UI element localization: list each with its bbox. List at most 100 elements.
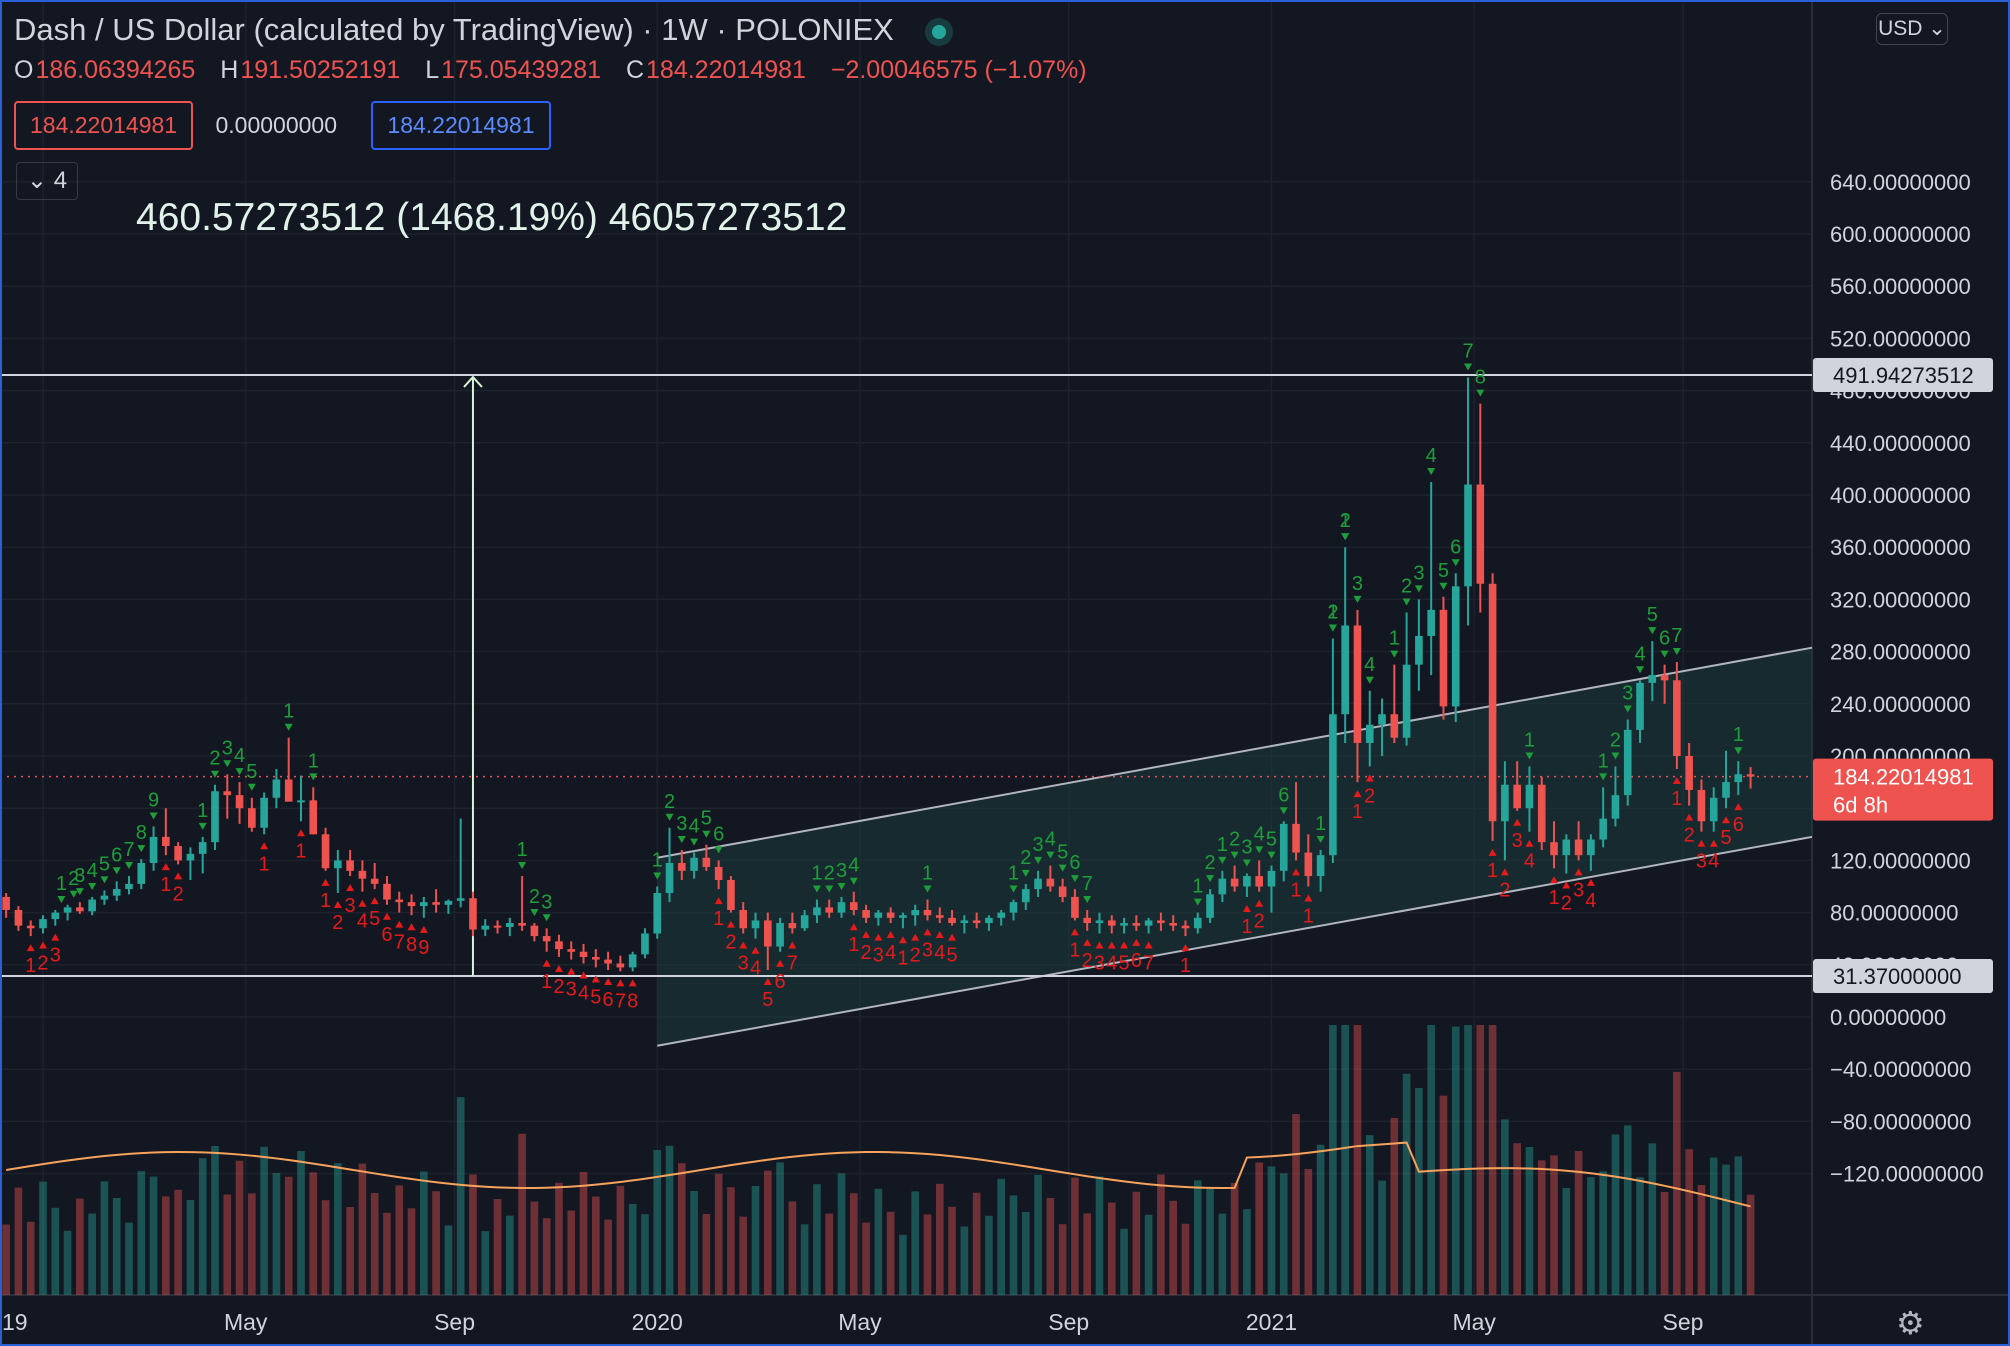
candle-body (1107, 920, 1116, 926)
td-down-label: 2 (861, 942, 872, 964)
td-up-arrow (1365, 676, 1374, 684)
price-axis-label: 440.00000000 (1830, 431, 1971, 456)
td-down-label: 2 (1684, 825, 1695, 847)
candle-body (174, 846, 182, 861)
candle-body (1537, 784, 1546, 843)
candle-body (432, 902, 440, 905)
td-up-label: 3 (1622, 682, 1633, 704)
price-axis-marker (1813, 758, 1993, 821)
td-down-label: 3 (1696, 851, 1707, 873)
td-up-label: 6 (1278, 784, 1289, 806)
td-up-arrow (1255, 846, 1264, 854)
volume-bar (395, 1185, 404, 1295)
measure-arrowhead (463, 375, 483, 388)
sell-button[interactable]: 184.22014981 (14, 101, 194, 150)
td-down-arrow (1722, 816, 1731, 824)
td-up-label: 1 (1733, 724, 1744, 746)
volume-bar (899, 1234, 907, 1295)
volume-bar (1636, 1177, 1644, 1295)
volume-bar (493, 1199, 502, 1295)
td-down-arrow (1120, 941, 1129, 949)
volume-bar (1390, 1118, 1399, 1295)
td-up-label: 2 (1610, 729, 1621, 751)
candle-body (677, 863, 686, 871)
time-axis-label: May (838, 1309, 882, 1335)
td-down-arrow (1070, 928, 1079, 936)
td-down-label: 9 (418, 937, 429, 959)
volume-bar (1648, 1143, 1657, 1295)
td-up-arrow (518, 862, 527, 870)
candle-body (1169, 923, 1178, 926)
td-up-label: 5 (701, 808, 712, 830)
td-up-label: 4 (87, 860, 98, 882)
symbol-legend[interactable]: Dash / US Dollar (calculated by TradingV… (14, 12, 947, 48)
candle-body (1230, 878, 1239, 887)
volume-bar (1734, 1156, 1743, 1295)
td-up-label: 4 (848, 855, 859, 877)
td-up-arrow (1623, 705, 1632, 713)
buy-button[interactable]: 184.22014981 (371, 101, 551, 150)
td-up-arrow (1476, 389, 1485, 397)
candle-body (1120, 923, 1128, 926)
volume-bar (14, 1187, 23, 1295)
candle-body (1697, 789, 1706, 822)
candle-body (235, 795, 244, 809)
td-down-arrow (26, 944, 35, 952)
volume-bar (1439, 1095, 1448, 1295)
candle-body (297, 800, 305, 803)
volume-bar (1083, 1213, 1092, 1295)
td-up-arrow (1390, 650, 1399, 658)
price-range-measure (463, 375, 483, 977)
volume-bar (862, 1222, 870, 1295)
td-up-arrow (223, 760, 232, 768)
candle-body (420, 902, 428, 907)
td-down-label: 8 (627, 990, 638, 1012)
candle-body (1488, 583, 1497, 822)
volume-bar (1451, 1026, 1460, 1295)
td-up-arrow (235, 768, 244, 776)
candle-body (1181, 925, 1190, 929)
volume-bars (2, 1025, 1755, 1295)
volume-bar (1746, 1194, 1755, 1295)
td-down-label: 2 (1254, 911, 1265, 933)
indicators-collapse-button[interactable]: ⌄ 4 (16, 162, 78, 200)
volume-bar (1341, 1025, 1349, 1295)
td-up-arrow (653, 872, 662, 880)
candle-body (76, 907, 84, 912)
currency-dropdown[interactable]: USD ⌄ (1876, 13, 1948, 45)
candle-body (1058, 886, 1067, 897)
price-axis-marker-sublabel: 6d 8h (1833, 793, 1888, 818)
td-up-label: 2 (529, 886, 540, 908)
td-up-label: 5 (246, 761, 257, 783)
volume-bar (800, 1224, 809, 1295)
td-up-label: 3 (676, 813, 687, 835)
td-down-label: 1 (1290, 879, 1301, 901)
volume-bar (849, 1193, 858, 1295)
td-up-arrow (1267, 851, 1276, 859)
volume-bar (1279, 1173, 1288, 1295)
gear-icon[interactable]: ⚙ (1896, 1305, 1925, 1341)
td-up-label: 1 (811, 863, 822, 885)
candle-body (493, 925, 502, 928)
candle-body (63, 907, 72, 913)
volume-bar (100, 1181, 109, 1295)
td-down-arrow (333, 901, 342, 909)
candle-body (1734, 774, 1743, 783)
indicator-count: 4 (53, 167, 68, 194)
volume-bar (506, 1215, 514, 1295)
ohlc-open: 186.06394265 (35, 56, 196, 84)
td-down-arrow (604, 978, 613, 986)
td-down-arrow (346, 884, 355, 892)
channel-fill (657, 647, 1812, 1046)
candle-body (555, 941, 563, 950)
price-axis-label: 120.00000000 (1830, 848, 1971, 873)
td-down-arrow (1562, 881, 1571, 889)
volume-bar (530, 1201, 539, 1295)
price-axis-label: 360.00000000 (1830, 535, 1971, 560)
volume-bar (1501, 1119, 1509, 1295)
td-up-arrow (112, 867, 121, 875)
candle-body (653, 893, 662, 934)
td-up-arrow (1599, 773, 1608, 781)
